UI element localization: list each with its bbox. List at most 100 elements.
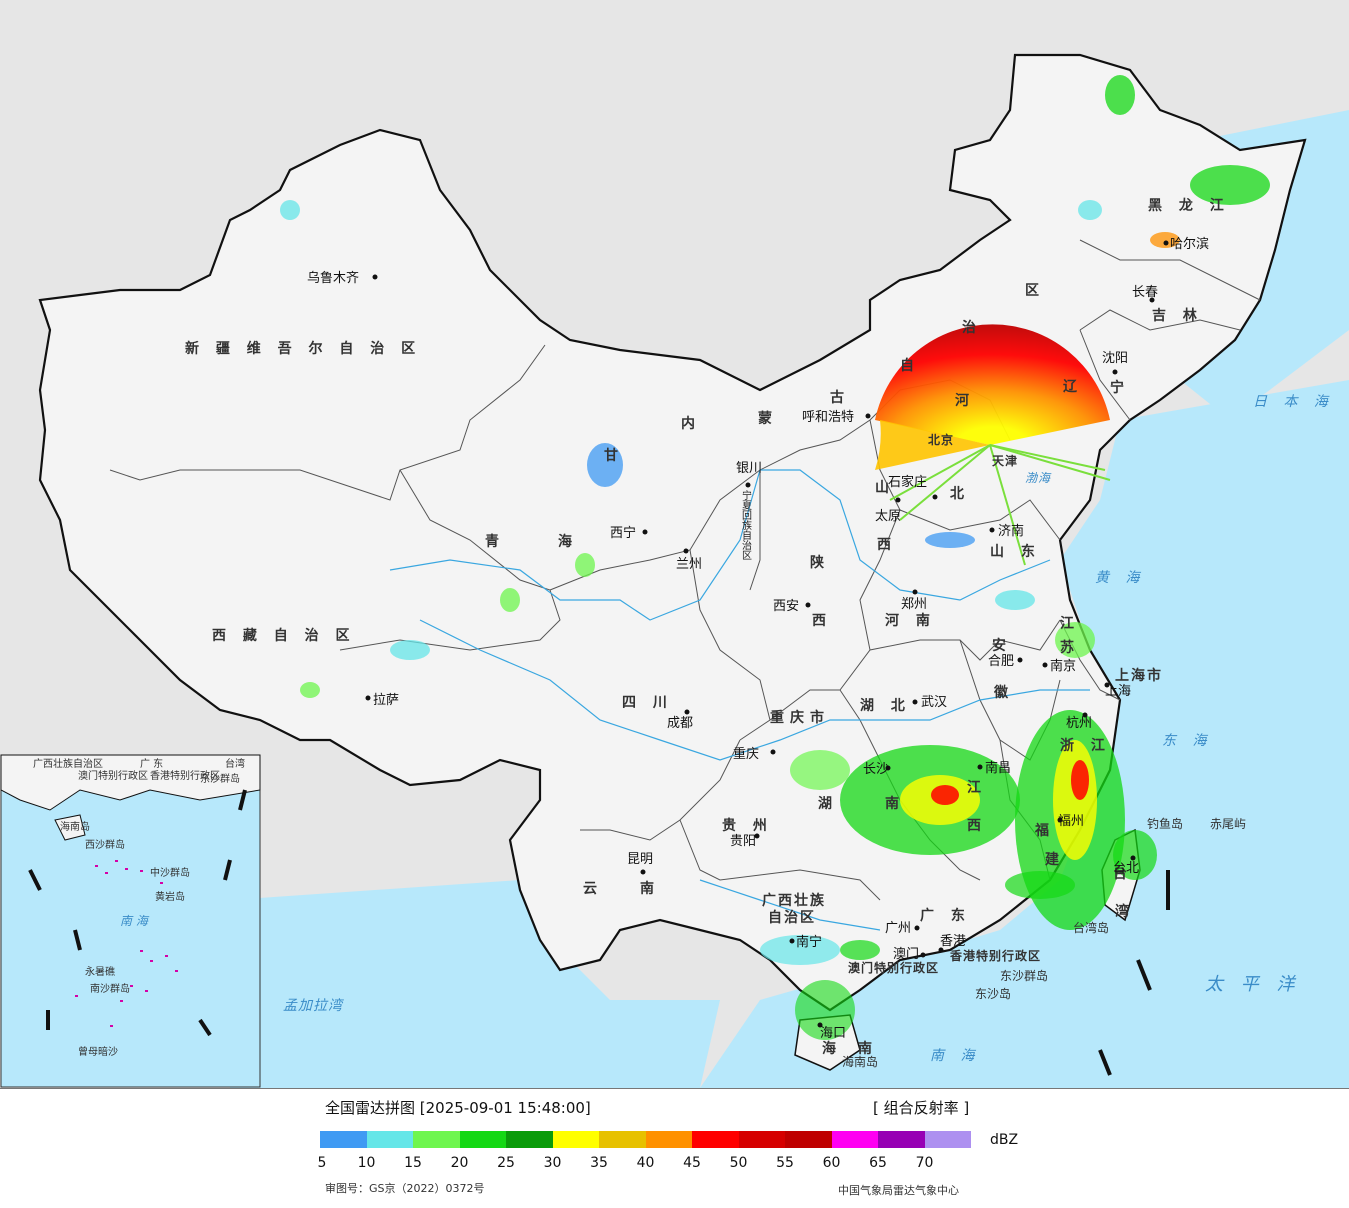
- product-name: [ 组合反射率 ]: [873, 1099, 970, 1117]
- city-jinan: 济南: [998, 523, 1024, 539]
- province-neimenggu-1: 内: [681, 415, 701, 432]
- tick-label-25: 25: [497, 1155, 515, 1171]
- city-taibei: 台北: [1113, 861, 1139, 876]
- province-henan: 河 南: [885, 612, 936, 629]
- inset-hainan-shape: [54, 814, 86, 841]
- color-swatch-11: [831, 1131, 878, 1148]
- province-ningxia: 宁夏回族自治区: [740, 489, 752, 560]
- sea-east: 东 海: [1162, 733, 1212, 749]
- tick-label-40: 40: [636, 1155, 655, 1171]
- province-guangxi-2: 自治区: [768, 909, 816, 926]
- tick-label-50: 50: [729, 1155, 748, 1171]
- city-chongqing: 重庆: [733, 746, 759, 762]
- sea-pacific: 太 平 洋: [1205, 974, 1300, 995]
- province-guangdong: 广 东: [920, 907, 971, 924]
- province-shanxi-2: 西: [877, 537, 897, 553]
- province-shanghai: 上海市: [1115, 667, 1163, 684]
- map-canvas: 新 疆 维 吾 尔 自 治 区 西 藏 自 治 区 青 海 甘 肃 内 蒙 古 …: [0, 0, 1349, 1088]
- city-hefei: 合肥: [988, 654, 1014, 669]
- province-shaanxi-1: 陕: [810, 554, 830, 571]
- tick-label-45: 45: [683, 1155, 701, 1171]
- color-swatch-10: [785, 1131, 832, 1148]
- city-nanjing: 南京: [1050, 658, 1076, 674]
- nine-dash-line: [28, 789, 1170, 1076]
- color-swatch-12: [878, 1131, 925, 1148]
- approval-number: 审图号：GS京（2022）0372号: [325, 1182, 485, 1195]
- province-anhui-2: 徽: [993, 684, 1014, 701]
- radar-echo-south-china: [760, 710, 1157, 1040]
- unit-label: dBZ: [990, 1132, 1019, 1148]
- province-beijing: 北京: [928, 432, 954, 447]
- province-liaoning-1: 辽: [1063, 379, 1083, 395]
- province-neimenggu-5: 治: [962, 319, 982, 336]
- city-yinchuan: 银川: [736, 461, 762, 476]
- island-diaoyu: 钓鱼岛: [1147, 816, 1183, 831]
- province-hebei-2: 北: [950, 486, 970, 502]
- province-guangxi-1: 广西壮族: [762, 892, 826, 909]
- city-nanchang: 南昌: [985, 760, 1011, 776]
- province-hunan-2: 南: [885, 795, 905, 812]
- city-chengdu: 成都: [667, 716, 693, 731]
- city-changchun: 长春: [1132, 285, 1158, 300]
- province-zhejiang: 浙 江: [1060, 737, 1111, 754]
- city-hongkong: 香港: [940, 934, 966, 949]
- ocean: [700, 380, 1349, 1088]
- city-macao: 澳门: [893, 946, 919, 962]
- tick-label-20: 20: [450, 1155, 469, 1171]
- inset-xisha: 西沙群岛: [85, 838, 125, 851]
- province-liaoning-2: 宁: [1110, 379, 1130, 396]
- province-qinghai-2: 海: [558, 533, 578, 550]
- province-hebei-1: 河: [955, 392, 975, 409]
- inset-zengmu: 曾母暗沙: [78, 1045, 118, 1058]
- city-xining: 西宁: [610, 525, 636, 541]
- province-sichuan: 四 川: [622, 695, 673, 711]
- province-heilongjiang: 黑 龙 江: [1148, 197, 1230, 214]
- bay-of-bengal: [230, 880, 720, 1088]
- province-shandong: 山 东: [990, 543, 1041, 560]
- island-labels: 钓鱼岛 赤尾屿 台湾岛 海南岛 东沙群岛 东沙岛: [842, 816, 1246, 1069]
- city-zhengzhou: 郑州: [901, 597, 927, 612]
- radar-echo-beijing-sector: [875, 324, 1111, 566]
- radar-echo-scattered: [280, 75, 1270, 698]
- inset-macau: 澳门特别行政区: [78, 769, 148, 782]
- color-swatch-2: [413, 1131, 460, 1148]
- province-neimenggu-6: 区: [1025, 283, 1045, 299]
- color-scale-bar: [320, 1131, 971, 1148]
- inset-hk: 香港特别行政区: [150, 769, 220, 782]
- south-china-sea-inset: [0, 754, 261, 1088]
- color-swatch-5: [552, 1131, 599, 1148]
- province-hongkong: 香港特别行政区: [949, 948, 1041, 963]
- inset-nansha: 南沙群岛: [90, 982, 130, 995]
- color-swatch-1: [366, 1131, 413, 1148]
- color-swatch-0: [320, 1131, 367, 1148]
- province-chongqing: 重庆市: [770, 709, 830, 726]
- province-jilin: 吉 林: [1152, 307, 1203, 324]
- tick-label-35: 35: [590, 1155, 608, 1171]
- color-swatch-13: [924, 1131, 971, 1148]
- sea-labels: 日 本 海 渤海 黄 海 东 海 太 平 洋 南 海 孟加拉湾: [283, 394, 1328, 1064]
- city-harbin: 哈尔滨: [1170, 236, 1209, 252]
- color-swatch-6: [599, 1131, 646, 1148]
- city-urumqi: 乌鲁木齐: [307, 270, 359, 286]
- color-swatch-8: [692, 1131, 739, 1148]
- color-swatch-9: [738, 1131, 785, 1148]
- province-fujian-2: 建: [1045, 851, 1065, 868]
- city-guiyang: 贵阳: [730, 834, 756, 849]
- province-jiangxi-1: 江: [967, 779, 987, 796]
- province-hunan-1: 湖: [818, 796, 838, 812]
- tick-label-65: 65: [869, 1155, 887, 1171]
- city-haikou: 海口: [820, 1026, 846, 1041]
- province-shaanxi-2: 西: [812, 613, 832, 629]
- inset-guangxi: 广西壮族自治区: [33, 757, 103, 770]
- inset-dongsha: 东沙群岛: [200, 772, 240, 785]
- inset-yongshu: 永暑礁: [85, 965, 115, 978]
- province-xizang: 西 藏 自 治 区: [212, 627, 356, 644]
- city-shijiazhuang: 石家庄: [888, 474, 927, 490]
- province-taiwan-1: 台: [1113, 865, 1133, 882]
- inset-labels: 广西壮族自治区 广 东 台湾 香港特别行政区 澳门特别行政区 东沙群岛 海南岛 …: [33, 757, 245, 1058]
- sea-yellow: 黄 海: [1095, 570, 1145, 586]
- city-hohhot: 呼和浩特: [802, 410, 854, 425]
- inset-island-markers: [75, 860, 178, 1027]
- province-guizhou: 贵 州: [722, 817, 773, 834]
- island-chiwei: 赤尾屿: [1210, 817, 1246, 831]
